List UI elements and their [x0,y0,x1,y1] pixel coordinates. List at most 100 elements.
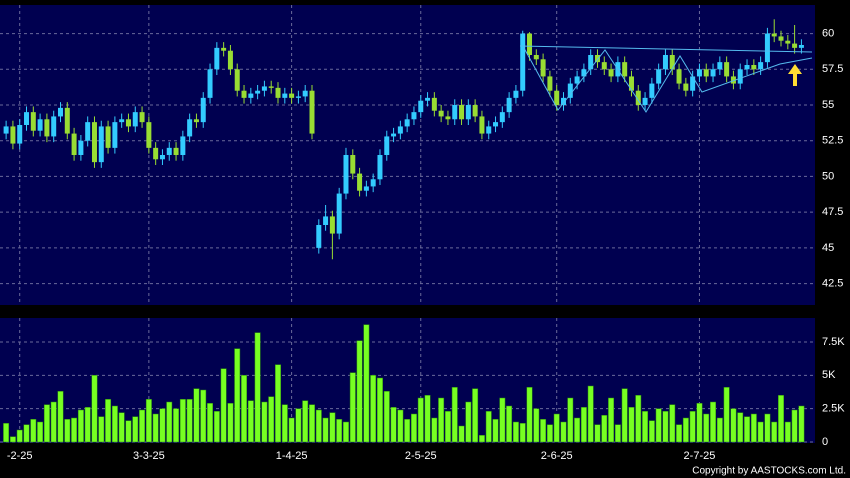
candle-body [513,90,519,98]
y-tick-label: 45 [822,242,834,254]
volume-bar [254,332,261,443]
volume-bar [30,419,37,443]
candle-body [234,69,240,91]
candle-body [37,119,43,131]
candle-body [105,126,111,148]
candle-body [785,40,791,44]
volume-bar [424,395,431,443]
candle-body [370,179,376,187]
volume-bar [560,421,567,443]
candle-body [737,69,743,84]
volume-tick-label: 2.5K [822,403,845,415]
candle-body [452,105,458,120]
volume-bar [377,377,383,443]
candle-body [574,76,580,84]
volume-bar [696,403,703,443]
volume-bar [417,397,424,443]
volume-bar [220,368,227,443]
candle-body [764,33,770,63]
candle-body [683,83,689,91]
volume-bar [91,375,98,443]
pattern-zigzag [523,47,813,113]
candle-body [64,107,70,134]
volume-bar [50,401,57,443]
volume-bar [322,417,329,443]
candle-body [329,216,335,234]
candle-body [91,122,97,163]
candle-body [506,97,512,113]
candle-body [180,136,186,155]
candle-body [656,69,662,84]
volume-bar [16,429,23,443]
volume-bar [343,421,349,443]
volume-bar [363,324,370,443]
candle-body [214,47,220,70]
volume-bar [635,395,642,443]
candle-body [676,69,682,84]
volume-bar [465,401,472,443]
volume-bar [383,391,390,443]
volume-bar [594,424,601,443]
candle-body [261,86,267,91]
candle-body [207,69,213,98]
candle-body [200,97,206,123]
candle-body [649,83,655,98]
x-tick-label: 2-6-25 [541,450,573,462]
candle-body [71,133,77,155]
volume-bar [268,396,275,443]
candle-body [479,116,485,134]
candle-body [758,62,764,70]
volume-bar [499,397,506,443]
volume-tick-label: 7.5K [822,336,845,348]
volume-bar [608,397,615,443]
candle-body [159,155,165,160]
candle-body [17,125,23,144]
candle-body [166,147,172,155]
volume-bar [621,388,628,443]
candle-body [275,87,281,98]
candle-body [24,112,30,125]
candle-body [282,93,288,98]
volume-bar [152,413,159,443]
candle-body [316,225,322,248]
candle-body [520,33,526,91]
volume-bar [261,401,268,443]
candle-body [554,90,560,105]
volume-bar [682,417,689,443]
volume-bar [77,409,84,443]
y-tick-label: 47.5 [822,206,843,218]
candle-body [431,97,437,111]
price-panel [0,5,815,305]
candle-body [635,90,641,105]
volume-bar [601,415,608,443]
candle-body [112,122,118,148]
candle-body [391,133,397,137]
volume-bar [730,408,737,443]
candle-body [343,155,349,194]
volume-bar [710,401,716,443]
candle-body [445,116,451,120]
candle-body [57,107,63,117]
volume-bar [71,417,78,443]
volume-bar [186,399,193,443]
candle-body [384,136,390,155]
volume-bar [540,419,547,443]
volume-bar [444,411,451,443]
volume-bar [750,413,757,443]
volume-bar [784,421,791,443]
volume-bar [179,399,186,443]
volume-bar [431,417,438,443]
volume-bar [458,425,465,443]
candle-body [472,105,478,117]
mark-layer [3,19,805,443]
candle-body [696,69,702,77]
candle-body [268,86,274,88]
y-tick-label: 52.5 [822,135,843,147]
candle-body [459,105,465,120]
candle-body [357,173,363,191]
candle-body [547,76,553,91]
volume-bar [247,400,254,443]
volume-bar [411,413,417,443]
volume-bar [771,421,778,443]
candle-body [730,76,736,84]
